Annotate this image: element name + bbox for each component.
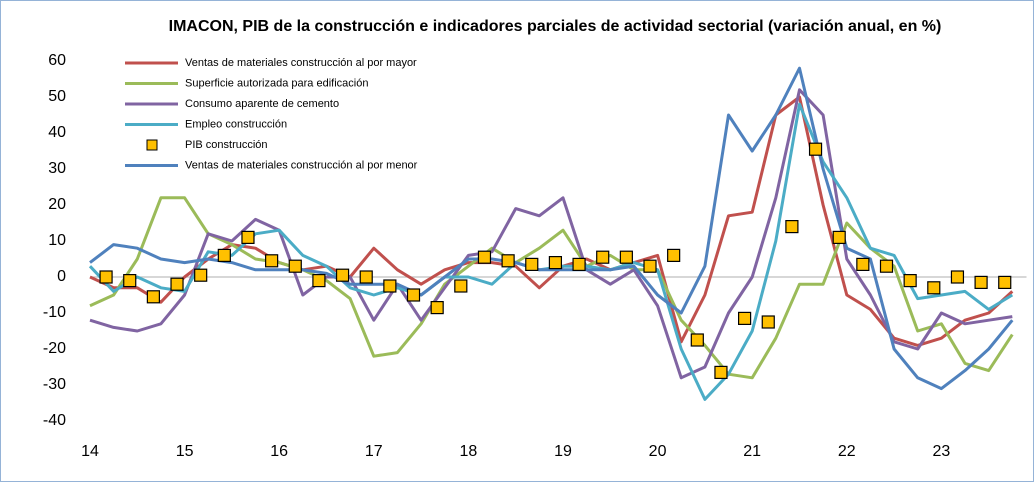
pib-marker xyxy=(430,301,444,315)
y-tick-label: 50 xyxy=(48,88,66,105)
pib-marker xyxy=(761,315,775,329)
legend-label: Ventas de materiales construcción al por… xyxy=(185,159,418,171)
legend-label: Superficie autorizada para edificación xyxy=(185,77,368,89)
pib-marker xyxy=(856,257,870,271)
pib-marker xyxy=(596,250,610,264)
pib-marker xyxy=(383,279,397,293)
pib-marker xyxy=(312,274,326,288)
y-tick-label: 10 xyxy=(48,232,66,249)
legend-marker xyxy=(146,139,158,151)
x-tick-label: 21 xyxy=(743,443,761,460)
pib-marker xyxy=(406,288,421,302)
y-tick-label: -10 xyxy=(43,304,66,321)
pib-marker xyxy=(123,274,137,288)
y-tick-label: 0 xyxy=(57,268,66,285)
legend-label: Empleo construcción xyxy=(185,118,287,130)
pib-marker xyxy=(217,248,231,262)
legend-label: Ventas de materiales construcción al por… xyxy=(185,57,417,69)
pib-marker xyxy=(265,254,279,268)
x-tick-label: 18 xyxy=(459,443,477,460)
y-tick-label: 30 xyxy=(48,160,66,177)
pib-marker xyxy=(643,259,657,273)
pib-marker xyxy=(738,311,752,325)
pib-marker xyxy=(785,220,799,234)
x-tick-label: 14 xyxy=(81,443,99,460)
pib-marker xyxy=(667,248,681,262)
series-line xyxy=(89,88,1013,380)
legend-label: PIB construcción xyxy=(185,139,268,151)
pib-marker xyxy=(572,257,586,271)
pib-marker xyxy=(170,277,184,291)
x-tick-label: 19 xyxy=(554,443,572,460)
pib-marker xyxy=(359,270,373,284)
x-tick-label: 20 xyxy=(649,443,667,460)
pib-marker xyxy=(974,275,988,289)
pib-marker xyxy=(548,256,563,270)
y-tick-label: 20 xyxy=(48,196,66,213)
pib-marker xyxy=(927,281,941,295)
pib-marker xyxy=(832,230,846,244)
chart-title: IMACON, PIB de la construcción e indicad… xyxy=(168,18,942,35)
pib-marker xyxy=(879,259,894,273)
x-tick-label: 15 xyxy=(176,443,194,460)
pib-marker xyxy=(619,250,633,264)
pib-marker xyxy=(477,250,492,264)
pib-marker xyxy=(146,290,160,304)
pib-marker xyxy=(454,279,468,293)
x-tick-label: 23 xyxy=(932,443,950,460)
x-tick-label: 22 xyxy=(838,443,856,460)
pib-marker xyxy=(690,333,704,347)
y-tick-label: 60 xyxy=(48,52,66,69)
y-tick-label: -20 xyxy=(43,340,66,357)
x-tick-label: 16 xyxy=(270,443,288,460)
pib-marker xyxy=(808,142,823,156)
pib-marker xyxy=(998,275,1012,289)
pib-marker xyxy=(241,230,255,244)
y-tick-label: -40 xyxy=(43,412,66,429)
y-tick-label: 40 xyxy=(48,124,66,141)
legend-label: Consumo aparente de cemento xyxy=(185,98,339,110)
pib-marker xyxy=(903,274,917,288)
pib-marker xyxy=(714,365,728,379)
pib-marker xyxy=(99,270,113,284)
pib-marker xyxy=(950,270,965,284)
pib-marker xyxy=(525,257,539,271)
pib-marker xyxy=(288,259,302,273)
pib-marker xyxy=(194,268,208,282)
series-line xyxy=(89,66,1014,391)
pib-marker xyxy=(335,268,350,282)
series-line xyxy=(89,196,1014,380)
x-tick-label: 17 xyxy=(365,443,383,460)
pib-marker xyxy=(501,254,515,268)
y-tick-label: -30 xyxy=(43,376,66,393)
